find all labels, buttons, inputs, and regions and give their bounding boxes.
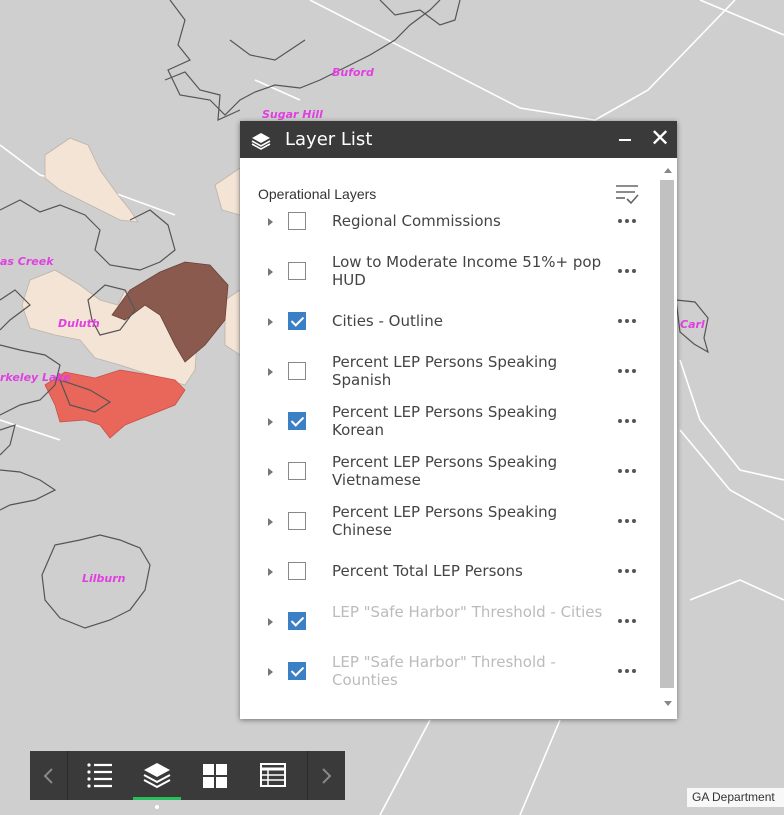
chevron-left-icon <box>43 768 53 784</box>
city-label-berkeley-lake: rkeley Lake <box>0 371 71 384</box>
city-outlines <box>0 0 709 629</box>
more-horizontal-icon[interactable] <box>616 616 638 626</box>
list-icon <box>87 763 112 788</box>
layer-visibility-checkbox[interactable] <box>288 212 306 230</box>
layer-row[interactable]: LEP "Safe Harbor" Threshold - Cities <box>240 599 655 643</box>
caret-right-icon[interactable] <box>268 668 273 676</box>
filter-list-icon[interactable] <box>613 181 641 207</box>
layers-icon <box>251 133 271 150</box>
layer-label: Percent LEP Persons Speaking Chinese <box>332 503 558 539</box>
previous-button[interactable] <box>30 751 67 800</box>
layer-visibility-checkbox[interactable] <box>288 312 306 330</box>
layer-visibility-checkbox[interactable] <box>288 512 306 530</box>
table-icon <box>260 763 286 787</box>
close-icon[interactable]: ✕ <box>649 124 671 152</box>
layer-list-panel: Layer List ✕ Operational Layers Regional… <box>240 121 677 719</box>
layer-label: Low to Moderate Income 51%+ pop HUD <box>332 253 602 289</box>
caret-right-icon[interactable] <box>268 518 273 526</box>
panel-body: Operational Layers Regional Commissions L… <box>240 158 677 719</box>
city-label-sugar-hill: Sugar Hill <box>262 108 323 121</box>
caret-right-icon[interactable] <box>268 468 273 476</box>
layer-label: LEP "Safe Harbor" Threshold - Counties <box>332 653 556 689</box>
attribution-text: GA Department <box>687 788 784 807</box>
city-label-lilburn: Lilburn <box>82 572 126 585</box>
city-label-duluth: Duluth <box>58 317 100 330</box>
layer-visibility-checkbox[interactable] <box>288 412 306 430</box>
layer-label: Regional Commissions <box>332 212 501 230</box>
layer-visibility-checkbox[interactable] <box>288 612 306 630</box>
layer-row[interactable]: Percent LEP Persons Speaking Korean <box>240 399 655 443</box>
separator <box>307 751 308 800</box>
more-horizontal-icon[interactable] <box>616 266 638 276</box>
section-title: Operational Layers <box>258 186 377 202</box>
layer-visibility-checkbox[interactable] <box>288 562 306 580</box>
panel-header[interactable]: Layer List ✕ <box>240 121 677 158</box>
more-horizontal-icon[interactable] <box>616 466 638 476</box>
layer-label: LEP "Safe Harbor" Threshold - Cities <box>332 603 603 621</box>
legend-button[interactable] <box>75 751 123 800</box>
city-label-creek: as Creek <box>0 255 54 268</box>
panel-title: Layer List <box>285 129 373 150</box>
more-horizontal-icon[interactable] <box>616 666 638 676</box>
layer-row[interactable]: Percent LEP Persons Speaking Vietnamese <box>240 449 655 493</box>
layer-visibility-checkbox[interactable] <box>288 362 306 380</box>
scroll-thumb[interactable] <box>660 180 674 688</box>
page-indicator-dot <box>155 805 159 809</box>
active-tab-indicator <box>133 797 181 800</box>
attribute-table-button[interactable] <box>249 751 297 800</box>
caret-right-icon[interactable] <box>268 218 273 226</box>
layer-row[interactable]: Cities - Outline <box>240 299 655 343</box>
layer-row[interactable]: LEP "Safe Harbor" Threshold - Counties <box>240 649 655 693</box>
layers-icon <box>143 763 171 789</box>
layer-visibility-checkbox[interactable] <box>288 262 306 280</box>
separator <box>67 751 68 800</box>
layer-visibility-checkbox[interactable] <box>288 662 306 680</box>
caret-right-icon[interactable] <box>268 418 273 426</box>
caret-right-icon[interactable] <box>268 368 273 376</box>
layer-label: Percent Total LEP Persons <box>332 562 523 580</box>
layer-visibility-checkbox[interactable] <box>288 462 306 480</box>
city-label-carl: Carl <box>680 318 705 331</box>
scroll-up-arrow-icon[interactable] <box>664 168 672 173</box>
next-button[interactable] <box>308 751 345 800</box>
layer-label: Percent LEP Persons Speaking Korean <box>332 403 558 439</box>
more-horizontal-icon[interactable] <box>616 366 638 376</box>
layer-row[interactable]: Percent Total LEP Persons <box>240 549 655 593</box>
caret-right-icon[interactable] <box>268 568 273 576</box>
more-horizontal-icon[interactable] <box>616 416 638 426</box>
basemap-gallery-button[interactable] <box>191 751 239 800</box>
minimize-icon[interactable] <box>616 127 636 151</box>
grid-icon <box>203 764 227 788</box>
layer-row[interactable]: Percent LEP Persons Speaking Spanish <box>240 349 655 393</box>
more-horizontal-icon[interactable] <box>616 516 638 526</box>
scrollbar[interactable] <box>658 164 676 714</box>
widget-toolbar <box>30 751 345 800</box>
layer-row[interactable]: Percent LEP Persons Speaking Chinese <box>240 499 655 543</box>
caret-right-icon[interactable] <box>268 618 273 626</box>
layer-label: Percent LEP Persons Speaking Vietnamese <box>332 453 558 489</box>
layer-row[interactable]: Regional Commissions <box>240 199 655 243</box>
chevron-right-icon <box>322 768 332 784</box>
more-horizontal-icon[interactable] <box>616 566 638 576</box>
caret-right-icon[interactable] <box>268 268 273 276</box>
layer-label: Cities - Outline <box>332 312 443 330</box>
more-horizontal-icon[interactable] <box>616 316 638 326</box>
light-choropleth <box>21 137 241 386</box>
scroll-down-arrow-icon[interactable] <box>664 701 672 706</box>
layer-row[interactable]: Low to Moderate Income 51%+ pop HUD <box>240 249 655 293</box>
dark-choropleth <box>111 261 229 363</box>
more-horizontal-icon[interactable] <box>616 216 638 226</box>
layer-label: Percent LEP Persons Speaking Spanish <box>332 353 558 389</box>
caret-right-icon[interactable] <box>268 318 273 326</box>
layer-list-button[interactable] <box>133 751 181 800</box>
city-label-buford: Buford <box>332 66 374 79</box>
